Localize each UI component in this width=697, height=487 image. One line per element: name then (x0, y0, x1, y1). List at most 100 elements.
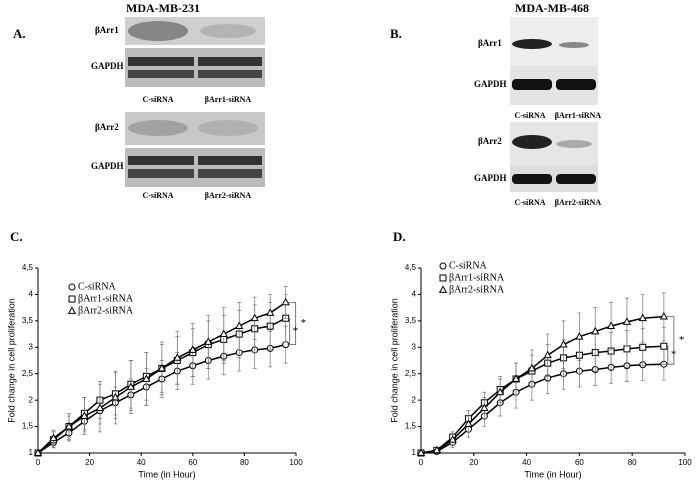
marker (496, 387, 505, 396)
lane-label: C-siRNA (514, 111, 545, 120)
bracket (665, 316, 675, 365)
annotation: * (679, 334, 685, 346)
marker (281, 297, 290, 306)
y-tick-label: 2,5 (405, 369, 417, 378)
marker (575, 332, 584, 340)
blot-title: MDA-MB-231 (126, 1, 200, 15)
y-tick-label: 2 (412, 395, 417, 404)
marker (639, 343, 647, 351)
legend-marker (439, 274, 447, 282)
annotation: * (293, 325, 299, 337)
legend-label: βArr2-siRNA (449, 284, 505, 295)
legend-label: C-siRNA (449, 260, 488, 271)
marker (559, 340, 568, 348)
marker (235, 321, 244, 330)
y-tick-label: 3,5 (22, 316, 34, 325)
row-label: GAPDH (474, 79, 507, 89)
x-tick-label: 40 (522, 458, 531, 467)
lane-label: C-siRNA (142, 95, 173, 104)
lane-label: βArr2-siRNA (555, 198, 602, 207)
legend-marker (68, 283, 76, 291)
marker (448, 435, 457, 443)
marker (638, 313, 647, 322)
y-tick-label: 4,5 (22, 263, 34, 272)
marker (49, 433, 58, 442)
marker (511, 374, 521, 382)
marker (623, 345, 631, 353)
row-label: GAPDH (91, 161, 124, 171)
x-tick-label: 80 (240, 458, 249, 467)
row-label: βArr2 (95, 122, 119, 132)
marker (266, 308, 275, 316)
lane-label: βArr1-siRNA (555, 111, 602, 120)
panel-label: A. (13, 26, 26, 41)
y-tick-label: 2 (29, 395, 34, 404)
marker (33, 448, 43, 456)
bracket (287, 317, 291, 346)
y-tick-label: 3 (412, 342, 417, 351)
blot-title: MDA-MB-468 (515, 1, 589, 15)
x-tick-label: 60 (575, 458, 584, 467)
lane-label: C-siRNA (142, 191, 173, 200)
annotation: * (671, 349, 677, 361)
marker (142, 374, 151, 382)
y-tick-label: 2,5 (22, 369, 34, 378)
panel-label: C. (10, 229, 23, 244)
marker (464, 419, 473, 427)
y-tick-label: 1 (29, 448, 34, 457)
marker (622, 317, 632, 325)
marker (111, 392, 120, 401)
legend-label: C-siRNA (78, 281, 117, 292)
x-tick-label: 20 (85, 458, 94, 467)
marker (543, 350, 552, 359)
x-tick-label: 20 (469, 458, 478, 467)
marker (126, 382, 136, 390)
marker (250, 313, 259, 322)
y-tick-label: 4 (412, 290, 417, 299)
legend-label: βArr1-siRNA (78, 293, 134, 304)
marker (80, 411, 89, 419)
marker (416, 448, 426, 456)
marker (204, 337, 213, 345)
series-line (420, 363, 664, 454)
marker (219, 329, 228, 337)
marker (173, 353, 182, 361)
y-axis-label: Fold change in cell proliferation (6, 298, 16, 423)
lane-label: C-siRNA (514, 198, 545, 207)
panel-label: D. (393, 229, 406, 244)
legend-marker (439, 262, 447, 270)
legend-marker (68, 295, 76, 303)
blot-a (125, 17, 265, 187)
y-axis-label: Fold change in cell proliferation (389, 298, 399, 423)
marker (188, 345, 197, 353)
marker (606, 321, 616, 330)
bracket (665, 345, 669, 365)
lane-label: βArr1-siRNA (205, 95, 252, 104)
row-label: GAPDH (474, 173, 507, 183)
y-tick-label: 4,5 (405, 263, 417, 272)
y-tick-label: 1,5 (22, 422, 34, 431)
legend-label: βArr2-siRNA (78, 305, 134, 316)
panel-label: B. (390, 26, 402, 41)
x-tick-label: 0 (36, 458, 41, 467)
marker (157, 363, 166, 372)
blot-b (510, 17, 598, 192)
marker (527, 363, 537, 372)
legend-label: βArr1-siRNA (449, 272, 505, 283)
y-tick-label: 1,5 (405, 422, 417, 431)
y-tick-label: 3 (29, 342, 34, 351)
x-tick-label: 100 (289, 458, 303, 467)
series-line (420, 345, 664, 454)
legend-marker (67, 306, 77, 314)
x-tick-label: 100 (678, 458, 692, 467)
series-line (420, 315, 664, 454)
marker (432, 445, 441, 454)
y-tick-label: 3,5 (405, 316, 417, 325)
row-label: βArr1 (478, 38, 502, 48)
marker (591, 326, 600, 335)
row-label: GAPDH (91, 61, 124, 71)
marker (659, 311, 669, 320)
lane-label: βArr2-siRNA (205, 191, 252, 200)
x-tick-label: 60 (188, 458, 197, 467)
